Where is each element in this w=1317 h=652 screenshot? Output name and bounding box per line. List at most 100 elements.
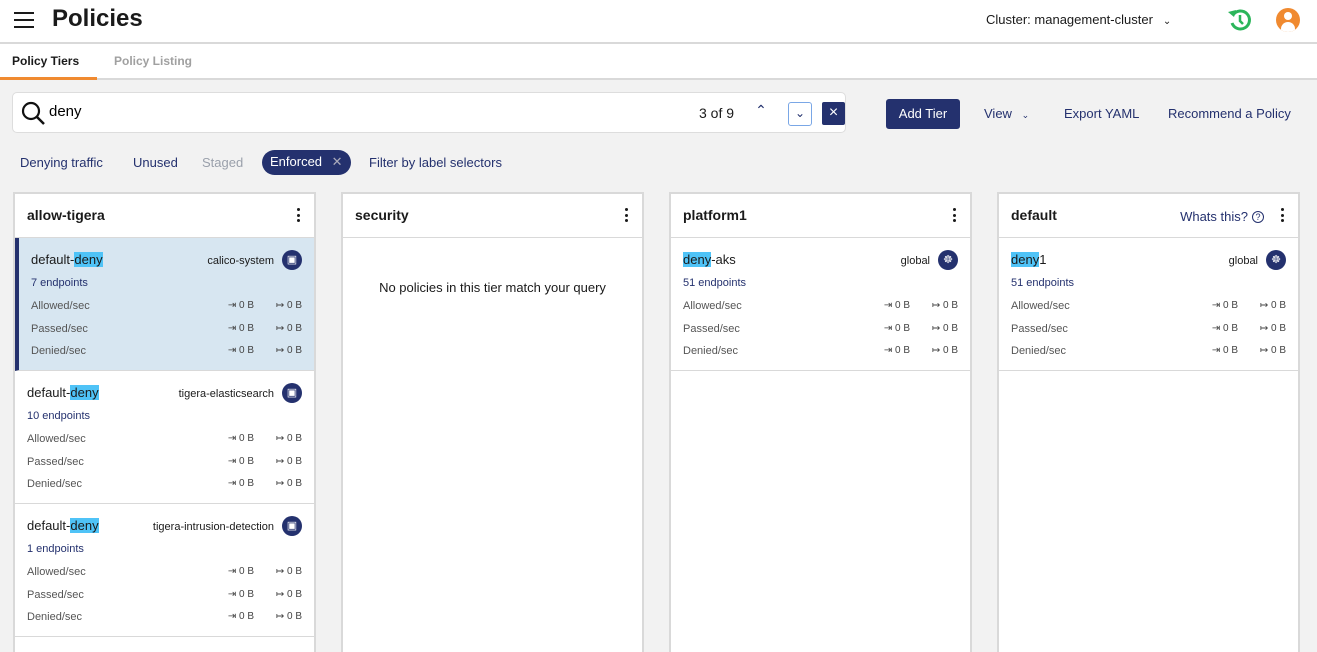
policy-card[interactable]: default-deny tigera-elasticsearch ▣ 10 e…	[15, 371, 314, 504]
egress-icon: ↦	[275, 345, 285, 356]
stat-label: Allowed/sec	[27, 433, 86, 445]
stat-label: Allowed/sec	[1011, 300, 1070, 312]
policy-card[interactable]: default-deny calico-system ▣ 7 endpoints…	[15, 238, 314, 371]
tab-policy-listing[interactable]: Policy Listing	[114, 54, 193, 68]
egress-stat: ↦ 0 B	[932, 345, 958, 356]
cluster-selector[interactable]: Cluster: management-cluster ⌄	[986, 12, 1171, 27]
egress-icon: ↦	[275, 455, 285, 467]
ingress-value: 0 B	[238, 566, 254, 577]
ingress-stat: ⇥ 0 B	[228, 589, 254, 600]
filter-enforced-label: Enforced	[270, 154, 323, 169]
view-label: View	[984, 106, 1012, 121]
stat-label: Allowed/sec	[31, 300, 90, 312]
egress-value: 0 B	[942, 345, 958, 356]
filter-enforced[interactable]: Enforced ✕	[262, 150, 351, 175]
ingress-stat: ⇥ 0 B	[884, 300, 910, 311]
search-highlight: deny	[70, 518, 99, 533]
export-yaml-button[interactable]: Export YAML	[1064, 106, 1140, 121]
egress-stat: ↦ 0 B	[932, 300, 958, 311]
history-icon[interactable]	[1227, 7, 1253, 33]
policy-name: deny1	[1011, 252, 1046, 267]
cluster-label: Cluster: management-cluster	[986, 12, 1153, 27]
close-icon[interactable]: ✕	[331, 154, 343, 169]
tier-header: platform1	[671, 194, 970, 238]
egress-icon: ↦	[275, 322, 285, 334]
clear-search-button[interactable]: ×	[822, 102, 845, 125]
egress-stat: ↦ 0 B	[1260, 345, 1286, 356]
filter-unused[interactable]: Unused	[133, 155, 178, 170]
policy-card[interactable]: deny1 global ☸ 51 endpoints Allowed/sec ⇥…	[999, 238, 1298, 371]
egress-value: 0 B	[286, 300, 302, 311]
egress-stat: ↦ 0 B	[276, 478, 302, 489]
ingress-stat: ⇥ 0 B	[1212, 300, 1238, 311]
endpoints-link[interactable]: 51 endpoints	[1011, 277, 1074, 289]
more-options-icon[interactable]	[296, 208, 302, 224]
egress-icon: ↦	[275, 433, 285, 444]
egress-stat: ↦ 0 B	[1260, 300, 1286, 311]
policy-name: default-deny	[27, 385, 99, 400]
search-highlight: deny	[683, 252, 712, 267]
egress-icon: ↦	[275, 588, 285, 600]
egress-stat: ↦ 0 B	[932, 323, 958, 334]
user-avatar-icon[interactable]	[1276, 8, 1300, 32]
ingress-stat: ⇥ 0 B	[228, 300, 254, 311]
search-input[interactable]	[49, 103, 649, 120]
policy-namespace: calico-system	[207, 255, 274, 267]
egress-value: 0 B	[286, 433, 302, 444]
policy-name: default-deny	[31, 252, 103, 267]
previous-match-button[interactable]: ⌃	[755, 102, 767, 118]
egress-value: 0 B	[286, 588, 302, 600]
add-tier-button[interactable]: Add Tier	[886, 99, 960, 129]
egress-stat: ↦ 0 B	[1260, 323, 1286, 334]
endpoints-link[interactable]: 51 endpoints	[683, 277, 746, 289]
more-options-icon[interactable]	[624, 208, 630, 224]
recommend-policy-button[interactable]: Recommend a Policy	[1168, 106, 1291, 121]
next-match-button[interactable]: ⌄	[788, 102, 812, 126]
global-policy-icon: ☸	[938, 250, 958, 270]
egress-icon: ↦	[275, 478, 285, 489]
ingress-icon: ⇥	[227, 478, 237, 489]
tier-name: default	[1011, 207, 1057, 223]
ingress-value: 0 B	[238, 478, 254, 489]
egress-icon: ↦	[931, 322, 941, 334]
ingress-stat: ⇥ 0 B	[228, 566, 254, 577]
egress-value: 0 B	[1270, 345, 1286, 356]
menu-icon[interactable]	[14, 12, 34, 28]
ingress-stat: ⇥ 0 B	[884, 345, 910, 356]
ingress-icon: ⇥	[227, 611, 237, 622]
ingress-value: 0 B	[238, 300, 254, 311]
view-dropdown[interactable]: View ⌄	[984, 106, 1029, 121]
endpoints-link[interactable]: 1 endpoints	[27, 543, 84, 555]
ingress-value: 0 B	[894, 300, 910, 311]
whats-this-link[interactable]: Whats this??	[1180, 209, 1264, 224]
policy-name: deny-aks	[683, 252, 736, 267]
search-highlight: deny	[74, 252, 103, 267]
egress-icon: ↦	[1259, 322, 1269, 334]
search-icon	[21, 101, 45, 125]
egress-value: 0 B	[1270, 322, 1286, 334]
filter-denying-traffic[interactable]: Denying traffic	[20, 155, 103, 170]
filter-label-selectors[interactable]: Filter by label selectors	[369, 155, 502, 170]
filter-staged[interactable]: Staged	[202, 155, 244, 170]
policy-card[interactable]: default-deny tigera-intrusion-detection …	[15, 504, 314, 637]
policy-card[interactable]: deny-aks global ☸ 51 endpoints Allowed/se…	[671, 238, 970, 371]
more-options-icon[interactable]	[952, 208, 958, 224]
chevron-down-icon: ⌄	[1021, 110, 1030, 120]
policy-namespace: tigera-elasticsearch	[178, 388, 274, 400]
more-options-icon[interactable]	[1280, 208, 1286, 224]
tier-column: allow-tigera default-deny calico-system …	[13, 192, 316, 652]
tier-column: default Whats this?? deny1 global ☸ 51 e…	[997, 192, 1300, 652]
endpoints-link[interactable]: 7 endpoints	[31, 277, 88, 289]
tab-policy-tiers[interactable]: Policy Tiers	[12, 54, 80, 68]
stat-label: Denied/sec	[27, 478, 83, 490]
egress-value: 0 B	[286, 611, 302, 622]
egress-stat: ↦ 0 B	[276, 345, 302, 356]
ingress-value: 0 B	[894, 345, 910, 356]
egress-icon: ↦	[275, 566, 285, 577]
policy-name: default-deny	[27, 518, 99, 533]
ingress-icon: ⇥	[883, 300, 893, 311]
egress-icon: ↦	[931, 300, 941, 311]
ingress-stat: ⇥ 0 B	[228, 323, 254, 334]
endpoints-link[interactable]: 10 endpoints	[27, 410, 90, 422]
egress-stat: ↦ 0 B	[276, 589, 302, 600]
